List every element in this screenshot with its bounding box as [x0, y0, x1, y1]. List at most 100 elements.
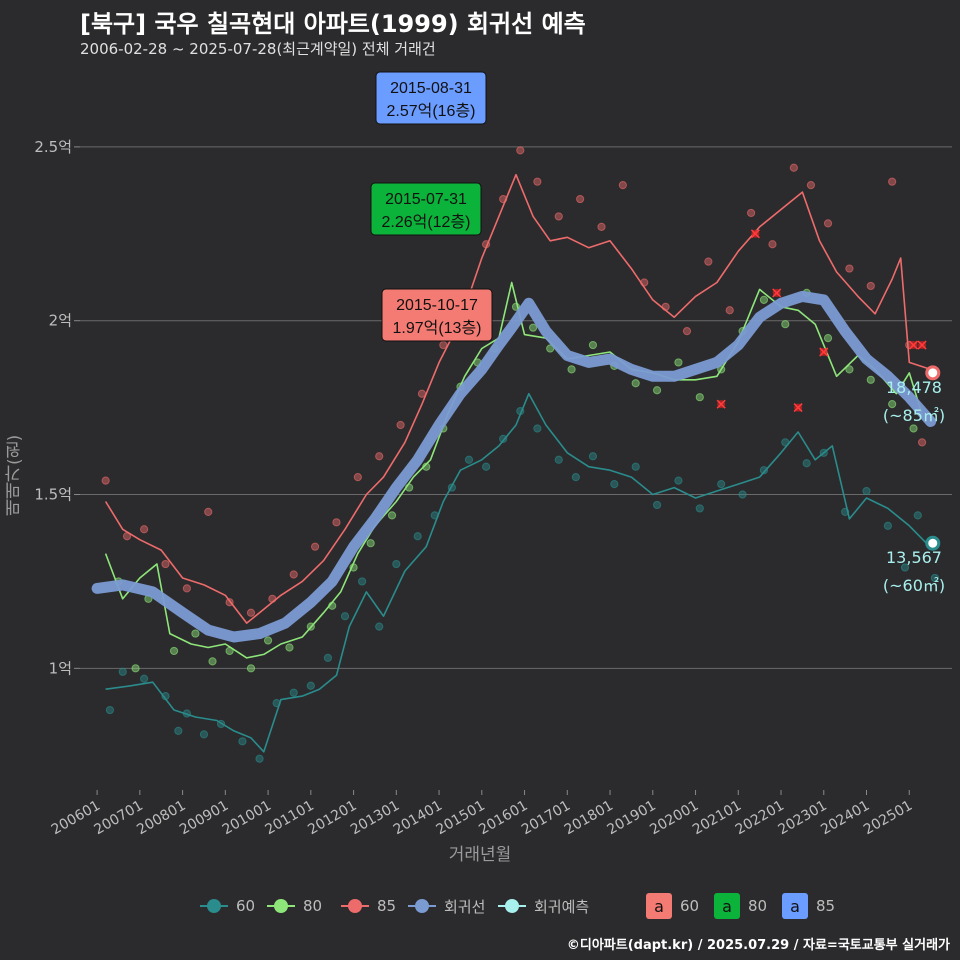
- y-tick-label: 1.5억: [34, 486, 72, 504]
- scatter-point: [546, 344, 555, 353]
- scatter-point: [888, 400, 897, 409]
- scatter-point: [255, 754, 264, 763]
- scatter-point: [631, 462, 640, 471]
- scatter-point: [204, 507, 213, 517]
- scatter-point: [131, 664, 140, 673]
- scatter-85: [101, 146, 927, 617]
- forecast-value-label: 18,478: [886, 378, 942, 397]
- scatter-point: [781, 320, 790, 329]
- legend-box-85: a 85: [782, 893, 835, 919]
- cancelled-mark: [908, 340, 919, 350]
- scatter-point: [738, 490, 747, 499]
- footer-credit: ©디아파트(dapt.kr) / 2025.07.29 / 자료=국토교통부 실…: [566, 938, 950, 953]
- forecast-area-label: (~60㎡): [883, 576, 945, 595]
- scatter-point: [340, 612, 350, 621]
- scatter-point: [576, 194, 585, 204]
- scatter-point: [387, 511, 397, 520]
- scatter-point: [140, 525, 149, 534]
- scatter-point: [533, 177, 542, 186]
- scatter-point: [845, 264, 854, 273]
- y-axis-label: 매매가(원): [5, 434, 25, 516]
- y-tick-label: 1억: [49, 659, 72, 677]
- scatter-point: [464, 455, 474, 464]
- scatter-point: [413, 532, 422, 541]
- cancelled-mark: [716, 399, 726, 409]
- legend-label: 회귀예측: [534, 897, 590, 916]
- scatter-point: [652, 386, 662, 395]
- legend-box-label: 85: [816, 897, 836, 915]
- scatter-point: [375, 452, 384, 461]
- legend-box-swatch: a: [782, 893, 808, 919]
- scatter-point: [323, 653, 333, 663]
- scatter-point: [246, 664, 256, 673]
- scatter-point: [140, 674, 149, 683]
- chart-title: [북구] 국우 칠곡현대 아파트(1999) 회귀선 예측: [80, 10, 586, 38]
- scatter-point: [118, 667, 127, 676]
- legend-item-회귀선: 회귀선: [408, 893, 485, 919]
- scatter-point: [695, 504, 704, 513]
- cancelled-mark: [793, 403, 803, 413]
- scatter-point: [246, 608, 256, 617]
- scatter-point: [725, 306, 734, 315]
- scatter-point: [917, 438, 927, 447]
- scatter-point: [554, 212, 563, 221]
- legend-item-60: 60: [200, 893, 255, 919]
- scatter-point: [238, 737, 247, 746]
- scatter-point: [823, 219, 833, 228]
- scatter-point: [866, 375, 875, 384]
- legend-item-회귀예측: 회귀예측: [498, 893, 589, 919]
- legend-box-swatch: a: [714, 893, 740, 919]
- forecast-point-85: [925, 365, 941, 381]
- chart-subtitle: 2006-02-28 ~ 2025-07-28(최근계약일) 전체 거래건: [80, 40, 436, 58]
- scatter-point: [588, 340, 598, 350]
- scatter-60: [105, 406, 940, 763]
- scatter-point: [174, 726, 183, 736]
- scatter-point: [862, 486, 871, 496]
- scatter-point: [481, 462, 491, 471]
- scatter-point: [652, 500, 662, 510]
- cancelled-mark: [772, 288, 782, 298]
- annotation-2015-08-31: 2015-08-31 2.57억(16층): [375, 71, 487, 125]
- legend-box-60: a 60: [646, 893, 699, 919]
- legend-label: 60: [236, 897, 256, 915]
- scatter-point: [674, 358, 683, 367]
- legend: 60 80 85 회귀선 회귀예측 a 60 a 80 a 85: [0, 893, 960, 919]
- scatter-point: [499, 434, 508, 444]
- legend-box-swatch: a: [646, 893, 672, 919]
- scatter-point: [161, 559, 170, 569]
- legend-item-85: 85: [341, 893, 396, 919]
- scatter-point: [332, 518, 341, 527]
- forecast-area-label: (~85㎡): [883, 406, 945, 425]
- annotation-date: 2015-08-31: [390, 80, 472, 97]
- annotation-date: 2015-10-17: [396, 297, 478, 314]
- scatter-point: [375, 622, 384, 631]
- scatter-point: [845, 365, 854, 374]
- legend-key-icon: [498, 898, 526, 914]
- scatter-point: [310, 542, 320, 551]
- scatter-point: [930, 573, 940, 583]
- scatter-point: [746, 208, 756, 218]
- scatter-point: [759, 466, 769, 475]
- legend-label: 회귀선: [444, 897, 486, 916]
- scatter-point: [759, 295, 769, 304]
- scatter-point: [909, 424, 918, 433]
- scatter-point: [768, 240, 777, 249]
- series-line-85: [104, 173, 931, 624]
- scatter-point: [717, 479, 726, 489]
- scatter-point: [289, 688, 298, 697]
- scatter-point: [888, 177, 897, 186]
- scatter-point: [588, 452, 598, 461]
- cancelled-mark: [917, 340, 927, 350]
- annotation-2015-10-17: 2015-10-17 1.97억(13층): [381, 288, 493, 342]
- legend-box-label: 60: [680, 897, 700, 915]
- scatter-point: [516, 146, 525, 155]
- legend-key-icon: [200, 898, 228, 914]
- y-tick-label: 2억: [49, 312, 72, 330]
- scatter-point: [392, 559, 401, 569]
- x-tick-label: 202501: [861, 798, 915, 839]
- scatter-point: [618, 181, 627, 190]
- legend-label: 80: [303, 897, 323, 915]
- legend-key-icon: [267, 898, 295, 914]
- scatter-point: [631, 379, 640, 388]
